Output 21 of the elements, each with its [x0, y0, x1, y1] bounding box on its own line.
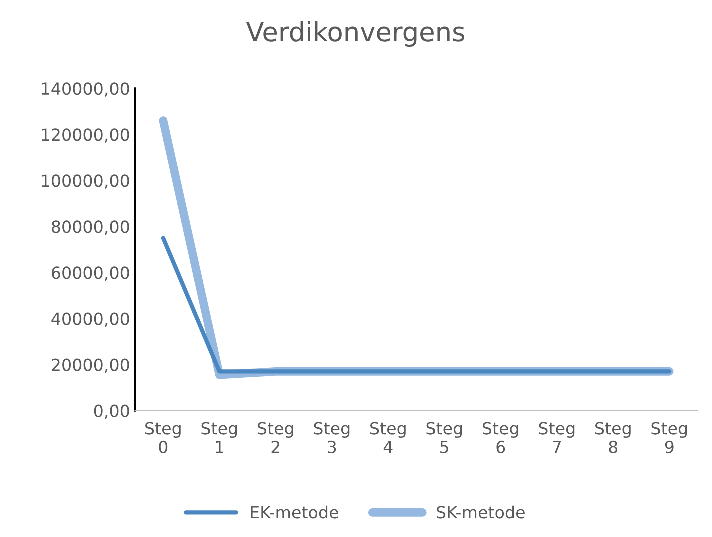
- chart-title: Verdikonvergens: [246, 21, 465, 48]
- y-tick-label: 60000,00: [52, 266, 130, 281]
- x-tick-label: Steg 8: [596, 422, 631, 454]
- x-tick-label: Steg 2: [258, 422, 294, 454]
- y-tick-label: 120000,00: [42, 128, 130, 143]
- legend-label: EK-metode: [251, 506, 338, 519]
- x-tick-label: Steg 6: [483, 422, 518, 454]
- x-tick-label: Steg 0: [146, 422, 181, 454]
- legend-label: SK-metode: [437, 506, 525, 519]
- x-tick-label: Steg 4: [370, 422, 406, 454]
- y-tick-label: 40000,00: [52, 312, 130, 328]
- y-tick-label: 20000,00: [52, 358, 130, 374]
- y-tick-label: 80000,00: [52, 220, 130, 235]
- y-tick-label: 0,00: [94, 404, 130, 420]
- x-tick-label: Steg 7: [539, 422, 575, 454]
- y-tick-label: 100000,00: [42, 174, 130, 189]
- x-tick-label: Steg 3: [314, 422, 350, 454]
- y-tick-label: 140000,00: [42, 82, 130, 97]
- x-tick-label: Steg 9: [652, 422, 688, 454]
- x-tick-label: Steg 5: [426, 422, 462, 454]
- x-tick-label: Steg 1: [202, 422, 238, 454]
